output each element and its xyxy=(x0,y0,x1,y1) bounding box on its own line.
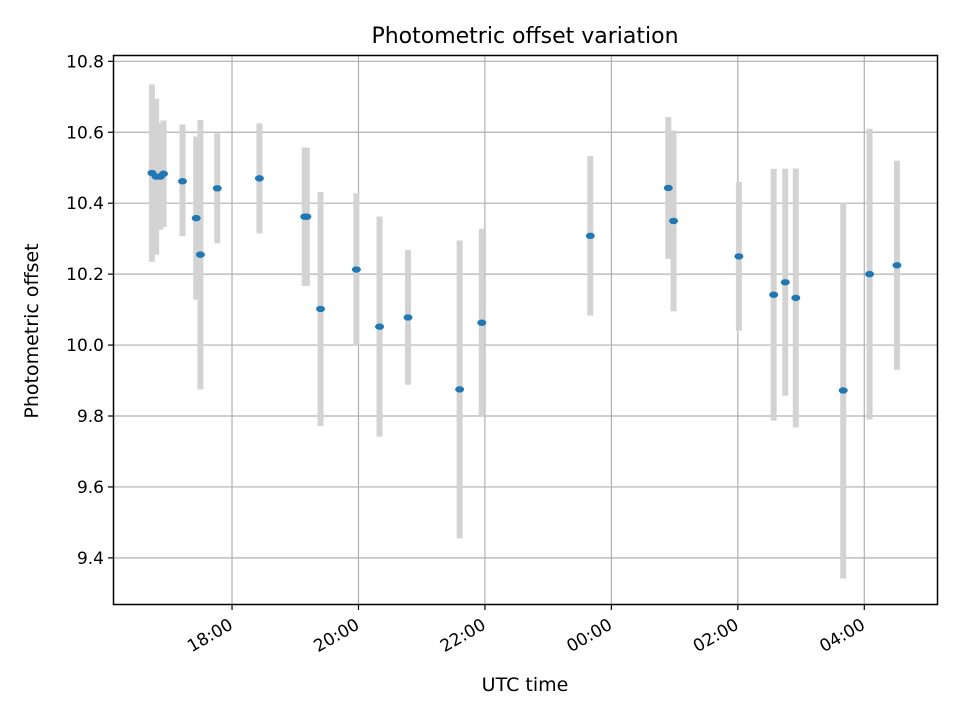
x-axis-label: UTC time xyxy=(482,674,569,696)
y-tick-label: 9.6 xyxy=(77,478,104,498)
data-point xyxy=(212,185,222,192)
data-point xyxy=(159,170,169,177)
data-point xyxy=(254,175,264,182)
y-tick-label: 10.4 xyxy=(66,194,104,214)
data-point xyxy=(316,305,326,313)
data-point xyxy=(455,386,465,393)
data-point xyxy=(585,232,595,240)
y-tick-label: 10.2 xyxy=(66,265,104,285)
data-point xyxy=(403,314,413,321)
data-point xyxy=(838,387,848,394)
data-point xyxy=(177,178,187,185)
data-point xyxy=(791,294,801,302)
data-point xyxy=(477,319,487,326)
data-point xyxy=(892,262,902,269)
y-tick-label: 10.6 xyxy=(66,123,104,143)
data-point xyxy=(734,253,744,260)
y-tick-label: 9.8 xyxy=(77,407,104,427)
grid xyxy=(114,56,937,604)
data-point xyxy=(780,279,790,286)
y-tick-label: 10.8 xyxy=(66,52,104,72)
data-point xyxy=(195,251,205,258)
y-tick-label: 10.0 xyxy=(66,336,104,356)
data-point xyxy=(663,184,673,192)
data-point xyxy=(769,291,779,298)
chart-title: Photometric offset variation xyxy=(371,24,678,49)
plot-frame xyxy=(112,54,939,606)
data-point xyxy=(302,213,312,220)
data-point xyxy=(865,270,875,278)
data-point xyxy=(191,214,201,222)
data-point xyxy=(351,266,361,273)
y-tick-label: 9.4 xyxy=(77,549,104,569)
y-axis: 9.4 9.6 9.8 10.0 10.2 10.4 10.6 10.8 xyxy=(66,52,114,569)
y-axis-label: Photometric offset xyxy=(21,243,43,418)
data-point xyxy=(669,217,679,225)
data-points xyxy=(147,169,902,394)
data-point xyxy=(375,323,385,330)
